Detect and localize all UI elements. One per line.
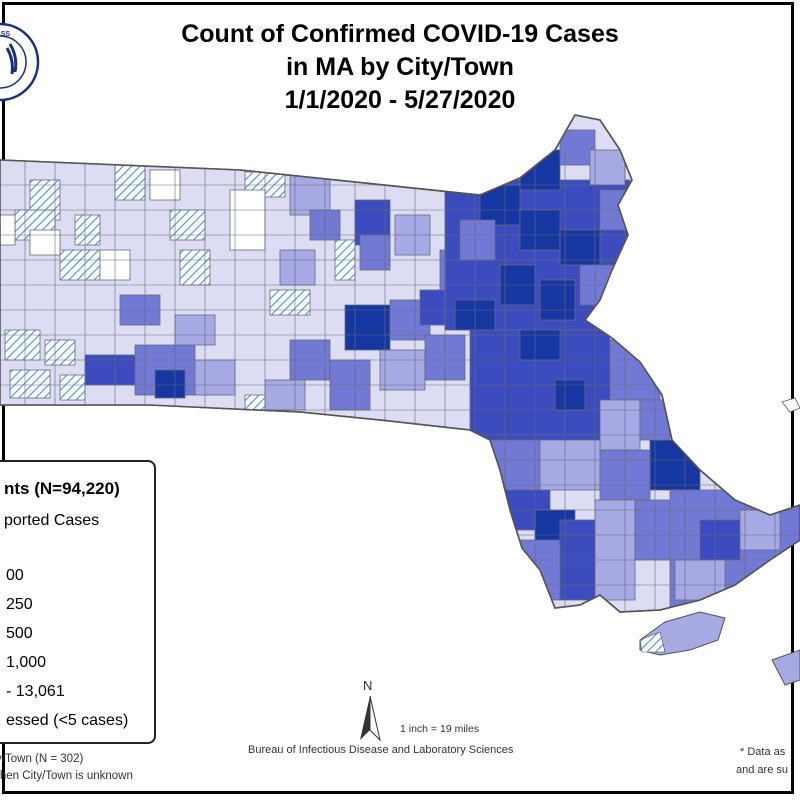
disclaimer-line-1: * Data as xyxy=(740,746,786,758)
town-count-note: City/Town (N = 302) xyxy=(0,753,84,765)
bureau-credit: Bureau of Infectious Disease and Laborat… xyxy=(248,744,514,756)
map-legend: nts (N=94,220) ported Cases 00 250 500 1… xyxy=(0,460,156,744)
map-title: Count of Confirmed COVID-19 Cases in MA … xyxy=(100,18,700,117)
seal-icon: MASS xyxy=(0,22,40,102)
legend-item-2: 250 xyxy=(6,596,33,613)
legend-item-3: 500 xyxy=(6,625,33,642)
disclaimer-line-2: and are su xyxy=(736,764,788,776)
title-line-2: in MA by City/Town xyxy=(286,53,514,81)
marthas-vineyard xyxy=(639,611,726,656)
unknown-town-note: d when City/Town is unknown xyxy=(0,770,133,782)
legend-item-4: 1,000 xyxy=(6,654,47,671)
scale-label: 1 inch = 19 miles xyxy=(400,723,480,735)
state-outline xyxy=(0,114,800,613)
svg-text:MASS: MASS xyxy=(0,31,10,38)
legend-item-5: - 13,061 xyxy=(6,683,65,700)
legend-item-6: essed (<5 cases) xyxy=(6,712,129,729)
nantucket xyxy=(771,649,800,686)
legend-heading: nts (N=94,220) xyxy=(4,479,120,498)
north-label: N xyxy=(363,678,373,693)
title-line-1: Count of Confirmed COVID-19 Cases xyxy=(181,20,619,48)
small-island xyxy=(781,397,800,413)
north-arrow-icon xyxy=(360,695,381,742)
title-line-3: 1/1/2020 - 5/27/2020 xyxy=(284,86,516,114)
legend-item-1: 00 xyxy=(6,567,24,584)
legend-subheading: ported Cases xyxy=(4,512,100,529)
